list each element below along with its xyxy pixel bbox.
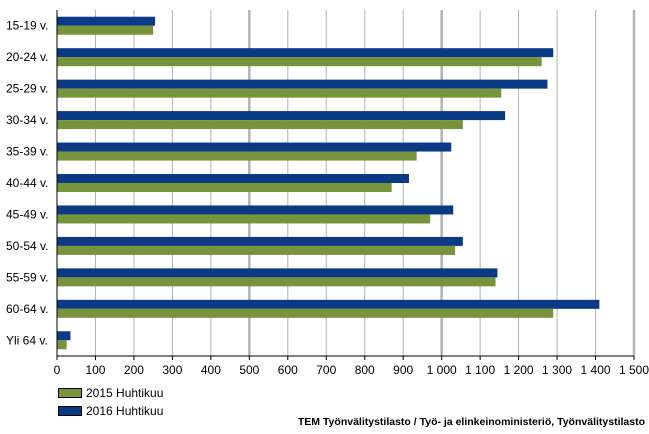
bar-2016: [57, 79, 548, 89]
category-label: 45-49 v.: [6, 207, 48, 221]
bar-2015: [57, 57, 542, 67]
bar-2016: [57, 299, 600, 309]
tick-label: 1 100: [465, 363, 495, 377]
tick-label: 200: [124, 363, 144, 377]
bar-2016: [57, 268, 498, 278]
category-label: 50-54 v.: [6, 239, 48, 253]
tick-label: 1 000: [427, 363, 457, 377]
legend-swatch-2016: [58, 406, 82, 416]
tick-label: 800: [355, 363, 375, 377]
source-note: TEM Työnvälitystilasto / Työ- ja elinkei…: [297, 416, 645, 428]
legend-item-2016: 2016 Huhtikuu: [58, 403, 163, 419]
bar-2016: [57, 331, 71, 341]
category-label: 15-19 v.: [6, 19, 48, 33]
bar-2016: [57, 16, 156, 26]
tick-label: 0: [54, 363, 61, 377]
legend-swatch-2015: [58, 388, 82, 398]
tick-label: 1 400: [581, 363, 611, 377]
bar-2015: [57, 340, 67, 350]
bar-2015: [57, 214, 431, 224]
tick-label: 400: [201, 363, 221, 377]
category-label: 30-34 v.: [6, 113, 48, 127]
category-label: 55-59 v.: [6, 270, 48, 284]
bar-2016: [57, 48, 554, 58]
bar-2016: [57, 236, 463, 246]
bar-2015: [57, 25, 154, 35]
category-label: 20-24 v.: [6, 50, 48, 64]
axes: [56, 10, 634, 357]
tick-label: 1 300: [542, 363, 572, 377]
category-label: 40-44 v.: [6, 176, 48, 190]
bars: [57, 16, 600, 350]
bar-2015: [57, 245, 456, 255]
category-label: Yli 64 v.: [6, 333, 48, 347]
tick-label: 1 500: [619, 363, 649, 377]
category-label: 25-29 v.: [6, 82, 48, 96]
legend-label-2016: 2016 Huhtikuu: [86, 404, 164, 418]
tick-label: 600: [278, 363, 298, 377]
tick-label: 900: [393, 363, 413, 377]
bar-2016: [57, 111, 506, 121]
legend: 2015 Huhtikuu 2016 Huhtikuu: [58, 385, 163, 421]
tick-label: 300: [162, 363, 182, 377]
tick-label: 500: [239, 363, 259, 377]
bar-2015: [57, 308, 554, 318]
tick-labels: 0 100 200 300 400 500 600 700 800 900 1 000 1 100 1 …: [54, 356, 649, 377]
bar-2016: [57, 174, 409, 183]
legend-item-2015: 2015 Huhtikuu: [58, 385, 163, 401]
legend-label-2015: 2015 Huhtikuu: [86, 386, 164, 400]
category-label: 35-39 v.: [6, 145, 48, 159]
tick-label: 1 200: [504, 363, 534, 377]
bar-2015: [57, 151, 417, 161]
tick-label: 700: [316, 363, 336, 377]
category-label: 60-64 v.: [6, 302, 48, 316]
bar-chart: 15-19 v. 20-24 v. 25-29 v. 30-34 v. 35-39 v.…: [6, 10, 649, 377]
bar-2015: [57, 88, 502, 98]
bar-2015: [57, 277, 496, 287]
bar-2015: [57, 120, 463, 130]
category-labels: 15-19 v. 20-24 v. 25-29 v. 30-34 v. 35-39 v.…: [6, 19, 48, 348]
tick-label: 100: [85, 363, 105, 377]
bar-2016: [57, 142, 452, 152]
bar-2016: [57, 205, 454, 215]
bar-2015: [57, 183, 392, 192]
